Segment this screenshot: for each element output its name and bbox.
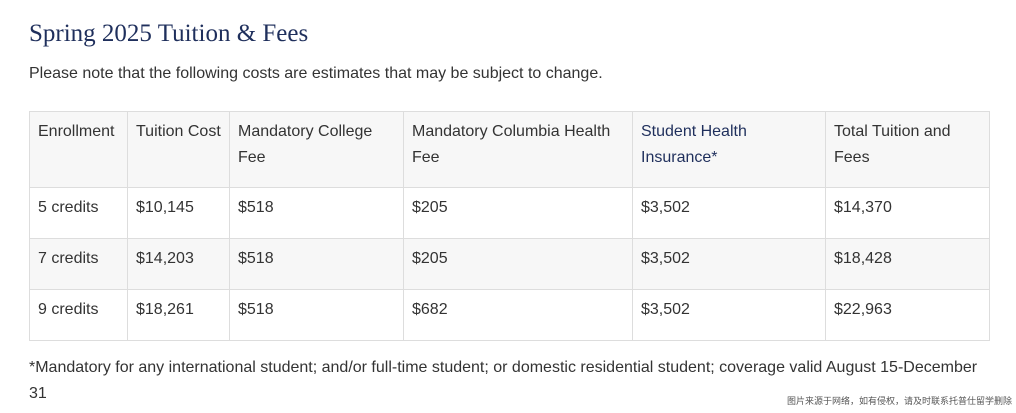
cell-health-insurance: $3,502 [632, 187, 826, 239]
header-student-health-insurance: Student Health Insurance* [632, 111, 826, 188]
page-title: Spring 2025 Tuition & Fees [29, 20, 309, 47]
header-tuition-cost: Tuition Cost [127, 111, 230, 188]
watermark-text: 图片来源于网络，如有侵权，请及时联系托普仕留学删除 [786, 396, 1012, 406]
cell-health-fee: $205 [403, 187, 633, 239]
cell-college-fee: $518 [229, 289, 404, 341]
cell-enrollment: 7 credits [29, 238, 128, 290]
table-row: 5 credits $10,145 $518 $205 $3,502 $14,3… [29, 187, 990, 239]
cell-health-insurance: $3,502 [632, 238, 826, 290]
cell-enrollment: 5 credits [29, 187, 128, 239]
table-row: 7 credits $14,203 $518 $205 $3,502 $18,4… [29, 238, 990, 290]
cell-enrollment: 9 credits [29, 289, 128, 341]
cell-total: $22,963 [825, 289, 990, 341]
footnote: *Mandatory for any international student… [29, 359, 978, 402]
cell-total: $18,428 [825, 238, 990, 290]
header-enrollment: Enrollment [29, 111, 128, 188]
cell-health-insurance: $3,502 [632, 289, 826, 341]
cell-tuition-cost: $18,261 [127, 289, 230, 341]
cell-health-fee: $682 [403, 289, 633, 341]
cell-tuition-cost: $14,203 [127, 238, 230, 290]
cell-college-fee: $518 [229, 238, 404, 290]
header-mandatory-college-fee: Mandatory College Fee [229, 111, 404, 188]
table-row: 9 credits $18,261 $518 $682 $3,502 $22,9… [29, 289, 990, 341]
tuition-fees-table: Enrollment Tuition Cost Mandatory Colleg… [29, 111, 990, 341]
intro-text: Please note that the following costs are… [29, 65, 603, 82]
header-total-tuition-and-fees: Total Tuition and Fees [825, 111, 990, 188]
cell-total: $14,370 [825, 187, 990, 239]
cell-health-fee: $205 [403, 238, 633, 290]
table-header-row: Enrollment Tuition Cost Mandatory Colleg… [29, 111, 990, 188]
cell-college-fee: $518 [229, 187, 404, 239]
cell-tuition-cost: $10,145 [127, 187, 230, 239]
header-mandatory-columbia-health-fee: Mandatory Columbia Health Fee [403, 111, 633, 188]
